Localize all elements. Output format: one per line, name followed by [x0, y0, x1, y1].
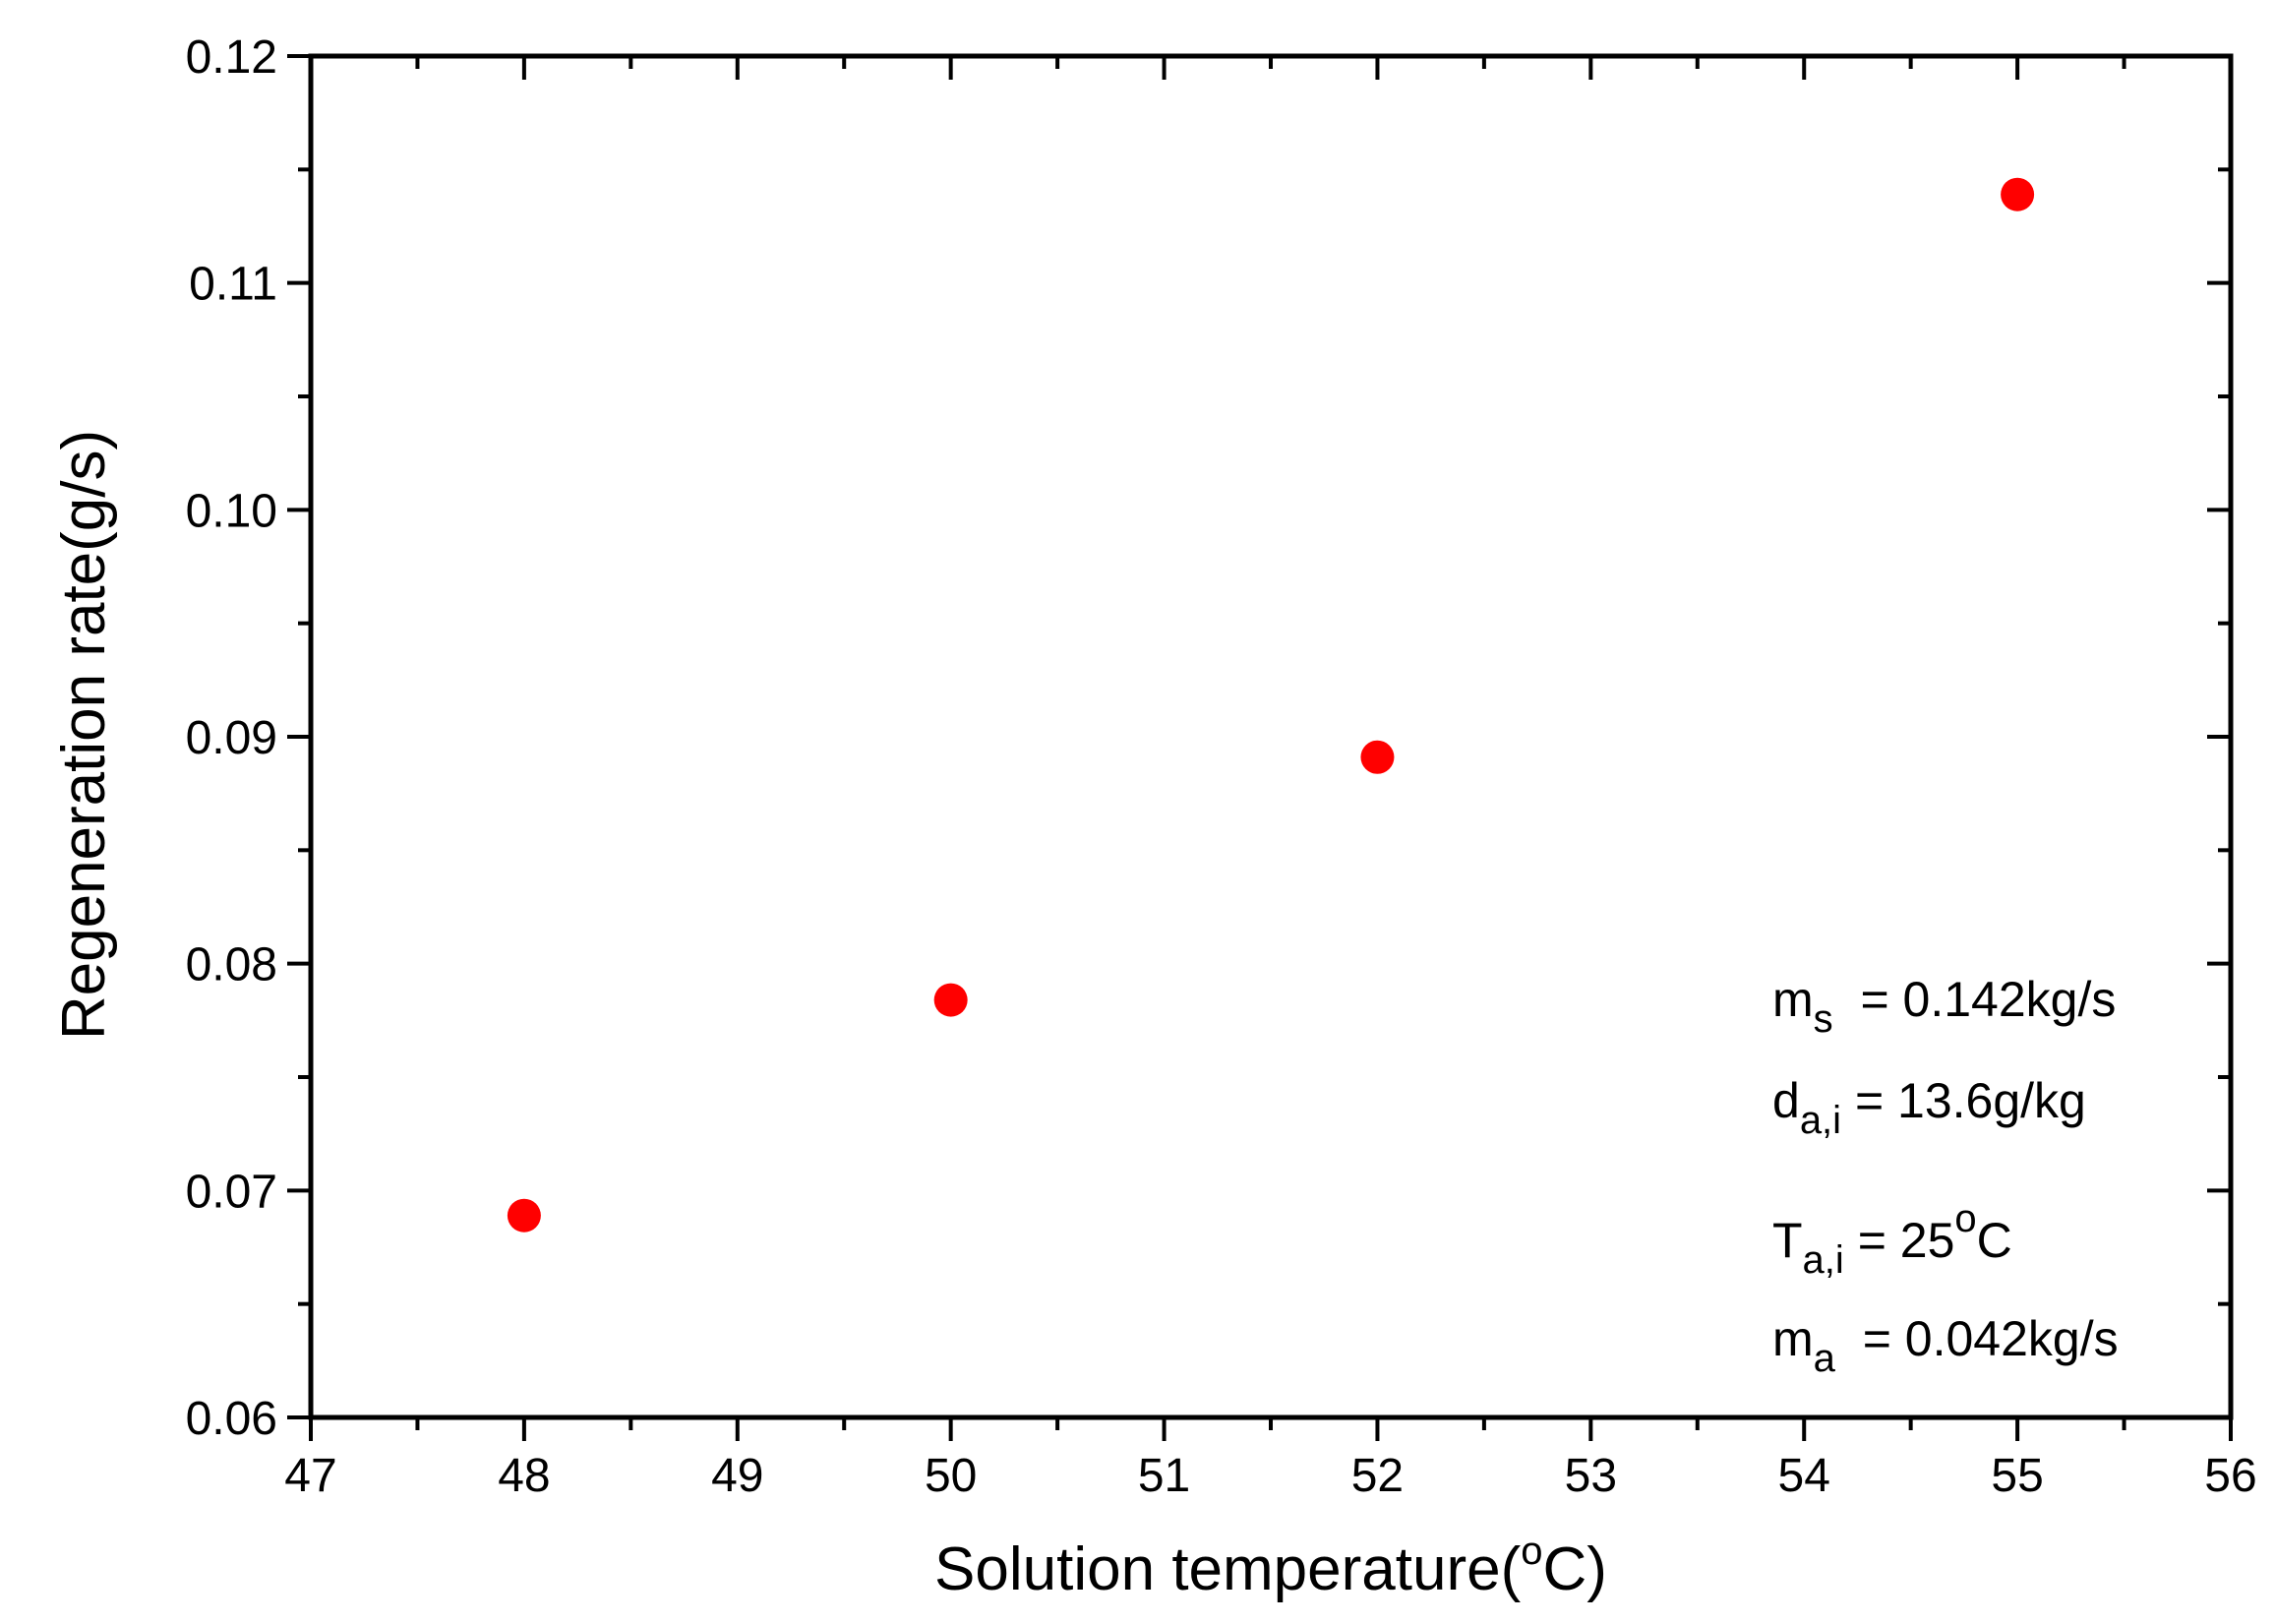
annotation-tai: Ta,i = 25oC — [1772, 1197, 2012, 1282]
y-tick-label: 0.06 — [186, 1393, 277, 1445]
annotation-dai: da,i = 13.6g/kg — [1772, 1073, 2086, 1142]
x-axis-label: Solution temperature(oC) — [934, 1530, 1607, 1603]
x-tick-label: 54 — [1778, 1450, 1830, 1502]
x-tick-label: 49 — [711, 1450, 763, 1502]
x-tick-label: 48 — [498, 1450, 550, 1502]
data-points — [507, 177, 2035, 1233]
x-tick-label: 56 — [2204, 1450, 2256, 1502]
x-axis-label-unit: C) — [1543, 1535, 1607, 1603]
data-point — [2001, 177, 2035, 211]
x-tick-label: 51 — [1138, 1450, 1190, 1502]
x-tick-label: 52 — [1351, 1450, 1404, 1502]
y-tick-label: 0.09 — [186, 712, 277, 764]
annotation-ms: ms = 0.142kg/s — [1772, 972, 2116, 1041]
tick-labels: 47 48 49 50 51 52 53 54 55 56 0.06 0.07 0.08 0.09 0.10… — [186, 31, 2257, 1502]
parameter-annotations: ms = 0.142kg/s da,i = 13.6g/kg Ta,i = 25… — [1772, 972, 2119, 1380]
y-tick-label: 0.12 — [186, 31, 277, 84]
x-tick-label: 47 — [284, 1450, 336, 1502]
y-tick-label: 0.08 — [186, 939, 277, 992]
x-tick-label: 50 — [925, 1450, 977, 1502]
y-tick-label: 0.11 — [189, 259, 277, 311]
data-point — [1360, 740, 1395, 774]
data-point — [507, 1198, 541, 1233]
x-axis-label-degree: o — [1521, 1530, 1542, 1573]
x-tick-label: 55 — [1991, 1450, 2043, 1502]
axis-ticks — [287, 54, 2233, 1441]
y-axis-label: Regeneration rate(g/s) — [50, 430, 118, 1040]
y-tick-label: 0.10 — [186, 485, 277, 537]
data-point — [933, 983, 968, 1017]
y-tick-label: 0.07 — [186, 1166, 277, 1218]
x-tick-label: 53 — [1565, 1450, 1617, 1502]
annotation-ma: ma = 0.042kg/s — [1772, 1311, 2119, 1380]
